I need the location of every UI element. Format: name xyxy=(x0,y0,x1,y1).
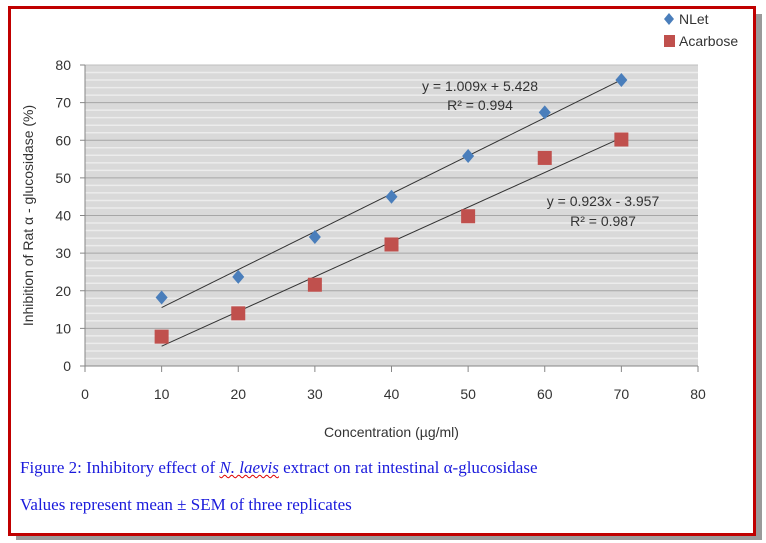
x-tick-label: 60 xyxy=(537,386,553,402)
x-tick-label: 80 xyxy=(690,386,706,402)
figure-caption: Figure 2: Inhibitory effect of N. laevis… xyxy=(20,458,538,478)
data-point-nlet xyxy=(462,149,475,164)
data-point-acarbose xyxy=(461,209,476,224)
caption-text: extract on rat intestinal α-glucosidase xyxy=(278,458,538,477)
trendline-r2: R² = 0.994 xyxy=(447,97,513,113)
y-tick-label: 40 xyxy=(55,208,71,224)
data-point-nlet xyxy=(232,269,245,284)
caption-text: Figure 2: Inhibitory effect of xyxy=(20,458,220,477)
legend-marker-acarbose xyxy=(664,35,675,47)
data-point-nlet xyxy=(308,229,321,244)
y-tick-label: 30 xyxy=(55,245,71,261)
legend-label: Acarbose xyxy=(679,33,738,49)
data-point-acarbose xyxy=(231,306,246,321)
x-tick-label: 10 xyxy=(154,386,170,402)
y-tick-label: 80 xyxy=(55,57,71,73)
y-tick-label: 60 xyxy=(55,132,71,148)
x-tick-label: 0 xyxy=(81,386,89,402)
caption-species: N. laevis xyxy=(219,458,279,477)
data-point-nlet xyxy=(155,290,168,305)
y-axis-title: Inhibition of Rat α - glucosidase (%) xyxy=(20,105,36,326)
data-point-acarbose xyxy=(307,277,322,292)
x-tick-label: 70 xyxy=(614,386,630,402)
figure-note: Values represent mean ± SEM of three rep… xyxy=(20,495,352,514)
x-axis-title: Concentration (µg/ml) xyxy=(324,424,459,440)
data-point-acarbose xyxy=(614,132,629,147)
y-tick-label: 10 xyxy=(55,320,71,336)
x-tick-label: 50 xyxy=(460,386,476,402)
y-tick-label: 0 xyxy=(63,358,71,374)
data-point-nlet xyxy=(385,189,398,204)
data-point-acarbose xyxy=(384,237,399,252)
data-point-nlet xyxy=(538,105,551,120)
x-tick-label: 30 xyxy=(307,386,323,402)
x-tick-label: 40 xyxy=(384,386,400,402)
legend-marker-nlet xyxy=(664,13,674,25)
data-point-nlet xyxy=(615,73,628,88)
y-tick-label: 20 xyxy=(55,283,71,299)
data-point-acarbose xyxy=(154,329,169,344)
data-point-acarbose xyxy=(537,150,552,165)
trendline-equation: y = 1.009x + 5.428 xyxy=(422,78,538,94)
trendline-r2: R² = 0.987 xyxy=(570,213,636,229)
trendline-equation: y = 0.923x - 3.957 xyxy=(547,193,660,209)
y-tick-label: 70 xyxy=(55,95,71,111)
x-tick-label: 20 xyxy=(230,386,246,402)
legend-label: NLet xyxy=(679,11,709,27)
y-tick-label: 50 xyxy=(55,170,71,186)
